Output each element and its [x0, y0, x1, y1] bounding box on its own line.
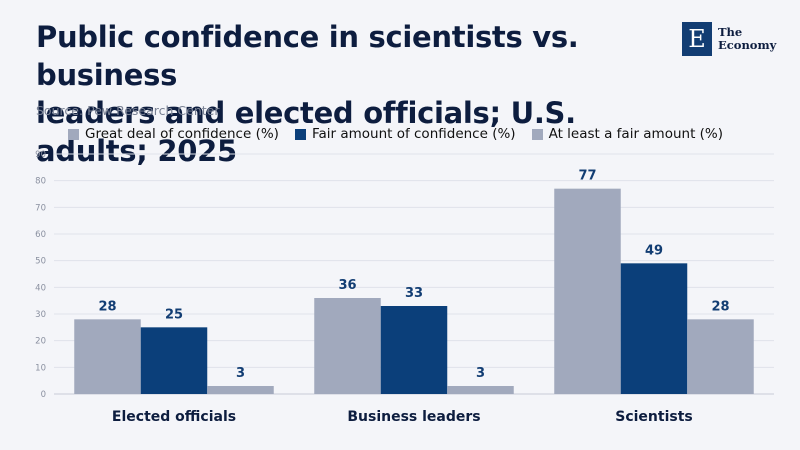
y-tick-label: 30: [35, 310, 46, 320]
bar: [687, 319, 754, 394]
legend-label-at-least-fair: At least a fair amount (%): [548, 126, 724, 142]
data-label: 33: [405, 286, 423, 301]
x-category-label: Scientists: [615, 409, 693, 425]
data-label: 28: [98, 299, 116, 314]
y-tick-label: 50: [35, 257, 46, 267]
y-tick-label: 90: [35, 150, 46, 160]
data-label: 3: [236, 366, 245, 381]
y-tick-label: 10: [35, 363, 46, 373]
x-category-label: Elected officials: [112, 409, 236, 425]
bar: [620, 263, 688, 394]
bar: [314, 298, 381, 394]
bar: [140, 327, 208, 394]
logo-line-2: Economy: [718, 38, 777, 52]
y-tick-label: 40: [35, 283, 46, 293]
legend-item-at-least-fair: At least a fair amount (%): [531, 126, 724, 142]
chart-legend: Great deal of confidence (%) Fair amount…: [68, 126, 739, 142]
legend-label-great-deal: Great deal of confidence (%): [85, 126, 279, 142]
chart-title: Public confidence in scientists vs. busi…: [36, 18, 656, 170]
data-label: 77: [578, 169, 596, 184]
x-category-label: Business leaders: [347, 409, 480, 425]
source-note: Source: Pew Research Center: [36, 103, 220, 118]
bar: [447, 386, 514, 394]
bar: [554, 188, 621, 394]
logo-wordmark: The Economy: [718, 26, 776, 52]
logo-line-1: The: [718, 25, 743, 39]
data-label: 28: [711, 299, 729, 314]
data-label: 25: [165, 307, 183, 322]
data-label: 3: [476, 366, 485, 381]
y-tick-label: 70: [35, 203, 46, 213]
legend-swatch-great-deal: [68, 128, 79, 140]
legend-label-fair-amount: Fair amount of confidence (%): [311, 126, 516, 142]
y-tick-label: 20: [35, 337, 46, 347]
logo-mark: E: [682, 22, 712, 56]
data-label: 36: [338, 278, 356, 293]
y-tick-label: 80: [35, 177, 46, 187]
legend-item-great-deal: Great deal of confidence (%): [68, 126, 279, 142]
title-line-2: leaders and elected officials; U.S. adul…: [36, 96, 576, 168]
legend-swatch-fair-amount: [294, 128, 306, 140]
title-line-1: Public confidence in scientists vs. busi…: [36, 20, 579, 92]
legend-swatch-at-least-fair: [531, 128, 543, 140]
the-economy-logo: E The Economy: [682, 22, 776, 56]
bar: [74, 319, 141, 394]
legend-item-fair-amount: Fair amount of confidence (%): [294, 126, 516, 142]
bar: [207, 386, 274, 394]
y-tick-label: 60: [35, 230, 46, 240]
data-label: 49: [645, 243, 663, 258]
y-tick-label: 0: [41, 390, 46, 400]
bar: [380, 306, 448, 394]
